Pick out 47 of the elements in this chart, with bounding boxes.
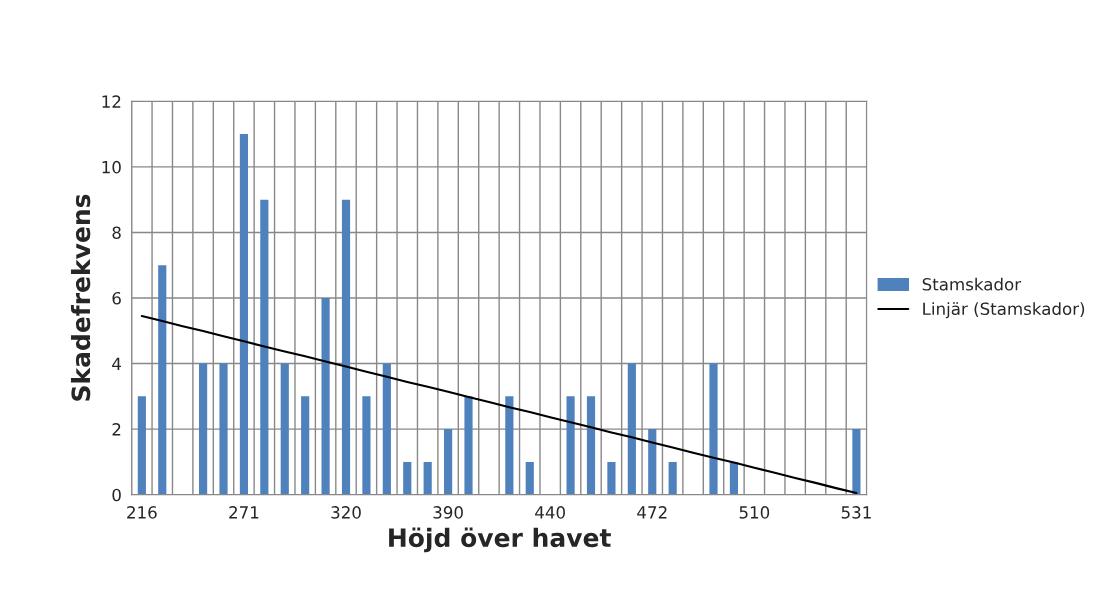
bar: [852, 429, 861, 495]
y-tick-label: 6: [112, 291, 121, 305]
bar: [219, 363, 228, 495]
bar: [729, 461, 739, 495]
bar: [586, 396, 596, 495]
bar: [709, 363, 718, 495]
legend-label: Linjär (Stamskador): [923, 302, 1085, 319]
y-tick-label: 12: [102, 95, 121, 108]
bar: [505, 396, 514, 495]
x-tick-label: 510: [739, 506, 770, 519]
y-tick-label: 2: [112, 423, 121, 436]
bar: [260, 199, 269, 495]
bar: [341, 199, 351, 495]
x-tick-label: 216: [127, 506, 157, 519]
bar: [362, 396, 371, 495]
x-tick-label: 472: [637, 506, 667, 519]
x-axis-title: Höjd över havet: [389, 527, 611, 553]
bar: [444, 429, 453, 495]
bar: [423, 461, 432, 495]
bar: [280, 363, 289, 495]
x-tick-label: 271: [229, 506, 259, 519]
x-tick-label: 440: [535, 506, 565, 519]
bar: [301, 396, 310, 495]
y-tick-label: 4: [112, 357, 121, 370]
bar: [239, 134, 249, 495]
bar: [648, 429, 657, 495]
bar: [627, 363, 636, 495]
bar: [607, 461, 616, 495]
bar: [321, 298, 330, 495]
y-tick-label: 10: [102, 160, 121, 174]
x-tick-label: 390: [433, 506, 463, 519]
y-tick-label: 8: [112, 226, 121, 240]
bar: [199, 363, 208, 495]
x-tick-label: 320: [331, 506, 361, 519]
legend-label: Stamskador: [922, 277, 1022, 291]
bar: [464, 396, 473, 495]
bar: [137, 396, 146, 495]
x-tick-label: 531: [841, 506, 871, 519]
bar: [158, 265, 167, 495]
bar: [382, 363, 391, 495]
bar: [668, 461, 677, 495]
bar: [566, 396, 575, 495]
line-series: [140, 314, 858, 495]
bar: [525, 461, 534, 495]
bar: [403, 461, 412, 495]
y-axis-title: Skadefrekvens: [70, 194, 91, 401]
y-tick-label: 0: [112, 488, 121, 502]
